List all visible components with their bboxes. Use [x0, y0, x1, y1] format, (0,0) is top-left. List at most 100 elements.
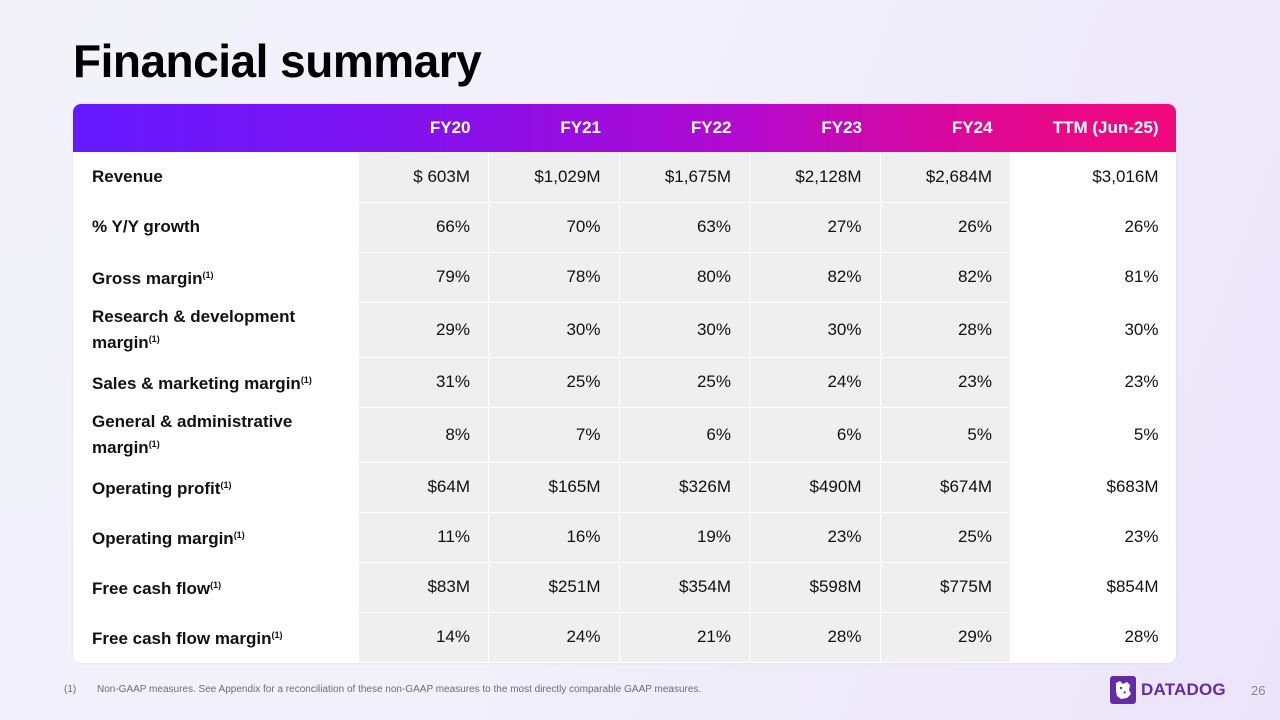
footnote-marker: (1) — [64, 684, 77, 695]
table-cell: 79% — [358, 252, 489, 303]
footnote-marker: (1) — [271, 630, 283, 640]
table-cell: $165M — [488, 462, 620, 513]
table-cell: 27% — [749, 202, 881, 253]
row-label: Revenue — [73, 152, 359, 203]
row-label: General & administrative margin(1) — [73, 407, 359, 463]
table-cell: 63% — [619, 202, 750, 253]
row-label: Operating margin(1) — [73, 512, 359, 563]
table-cell: 7% — [488, 407, 620, 463]
footnote-marker: (1) — [202, 270, 214, 280]
table-cell: 16% — [488, 512, 620, 563]
datadog-dog-icon — [1110, 676, 1136, 704]
table-cell: $83M — [358, 562, 489, 613]
table-cell: 80% — [619, 252, 750, 303]
header-cell-fy22: FY22 — [690, 118, 732, 137]
table-cell: 30% — [619, 302, 750, 358]
page-number: 26 — [1251, 683, 1266, 698]
table-cell: 5% — [1010, 407, 1176, 463]
table-cell: 31% — [358, 357, 489, 408]
table-cell: 26% — [880, 202, 1011, 253]
table-cell: 82% — [749, 252, 881, 303]
table-cell: 6% — [749, 407, 881, 463]
table-cell: $598M — [749, 562, 881, 613]
table-cell: $490M — [749, 462, 881, 513]
table-row: Free cash flow margin(1) 14% 24% 21% 28%… — [73, 612, 1176, 663]
table-cell: $354M — [619, 562, 750, 613]
footnote-marker: (1) — [210, 580, 222, 590]
table-cell: $2,684M — [880, 152, 1011, 203]
table-row: Research & development margin(1) 29% 30%… — [73, 302, 1176, 358]
header-cell-ttm: TTM (Jun-25) — [1052, 118, 1159, 137]
table-cell: 29% — [880, 612, 1011, 663]
table-cell: $251M — [488, 562, 620, 613]
table-cell: $326M — [619, 462, 750, 513]
header-cell-label — [73, 104, 358, 152]
table-row: Operating margin(1) 11% 16% 19% 23% 25% … — [73, 512, 1176, 563]
table-cell: 19% — [619, 512, 750, 563]
table-cell: $64M — [358, 462, 489, 513]
table-cell: 8% — [358, 407, 489, 463]
table-row: Gross margin(1) 79% 78% 80% 82% 82% 81% — [73, 252, 1176, 303]
header-cell-fy20: FY20 — [429, 118, 471, 137]
table-cell: $775M — [880, 562, 1011, 613]
brand-name: DATADOG — [1141, 680, 1226, 699]
table-cell: 81% — [1010, 252, 1176, 303]
row-label: Free cash flow(1) — [73, 562, 359, 613]
table-cell: 78% — [488, 252, 620, 303]
row-label: % Y/Y growth — [73, 202, 359, 253]
table-cell: $683M — [1010, 462, 1176, 513]
row-label: Gross margin(1) — [73, 252, 359, 303]
header-cell-fy24: FY24 — [951, 118, 993, 137]
table-cell: $ 603M — [358, 152, 489, 203]
footnote-marker: (1) — [148, 438, 160, 449]
financial-summary-table: FY20 FY21 FY22 FY23 FY24 TTM (Jun-25) Re… — [73, 104, 1176, 663]
table-cell: 23% — [1010, 512, 1176, 563]
header-cell-fy23: FY23 — [821, 118, 862, 137]
row-label: Sales & marketing margin(1) — [73, 357, 359, 408]
datadog-logo: DATADOG — [1110, 676, 1226, 704]
row-label: Free cash flow margin(1) — [73, 612, 359, 663]
row-label: Operating profit(1) — [73, 462, 359, 513]
table-cell: 82% — [880, 252, 1011, 303]
table-cell: 14% — [358, 612, 489, 663]
table-row: % Y/Y growth 66% 70% 63% 27% 26% 26% — [73, 202, 1176, 253]
table-cell: 21% — [619, 612, 750, 663]
header-cell-fy21: FY21 — [560, 118, 601, 137]
footnote-marker: (1) — [220, 480, 232, 490]
row-label: Research & development margin(1) — [73, 302, 359, 358]
table-cell: 70% — [488, 202, 620, 253]
table-cell: 23% — [749, 512, 881, 563]
table-row: Revenue $ 603M $1,029M $1,675M $2,128M $… — [73, 152, 1176, 203]
table-cell: 26% — [1010, 202, 1176, 253]
table-cell: 30% — [749, 302, 881, 358]
footnote-marker: (1) — [148, 333, 160, 344]
table-cell: 25% — [619, 357, 750, 408]
table-row: Free cash flow(1) $83M $251M $354M $598M… — [73, 562, 1176, 613]
table-cell: $674M — [880, 462, 1011, 513]
table-cell: 29% — [358, 302, 489, 358]
table-cell: 30% — [488, 302, 620, 358]
footnote: (1) Non-GAAP measures. See Appendix for a… — [64, 684, 701, 695]
table-row: Sales & marketing margin(1) 31% 25% 25% … — [73, 357, 1176, 408]
table-cell: 66% — [358, 202, 489, 253]
footnote-marker: (1) — [300, 375, 312, 385]
table-cell: $854M — [1010, 562, 1176, 613]
table-cell: 28% — [1010, 612, 1176, 663]
slide-title: Financial summary — [73, 35, 482, 87]
table-cell: 28% — [749, 612, 881, 663]
footnote-marker: (1) — [233, 530, 245, 540]
footnote-text: Non-GAAP measures. See Appendix for a re… — [97, 684, 702, 695]
table-cell: 25% — [880, 512, 1011, 563]
table-cell: 24% — [749, 357, 881, 408]
table-cell: $1,029M — [488, 152, 620, 203]
table-cell: 11% — [358, 512, 489, 563]
table-cell: 23% — [880, 357, 1011, 408]
table-header-row: FY20 FY21 FY22 FY23 FY24 TTM (Jun-25) — [73, 104, 1176, 152]
table-cell: 30% — [1010, 302, 1176, 358]
table-cell: $2,128M — [749, 152, 881, 203]
table-cell: 24% — [488, 612, 620, 663]
table-row: Operating profit(1) $64M $165M $326M $49… — [73, 462, 1176, 513]
table-cell: $3,016M — [1010, 152, 1176, 203]
table-cell: $1,675M — [619, 152, 750, 203]
table-cell: 25% — [488, 357, 620, 408]
